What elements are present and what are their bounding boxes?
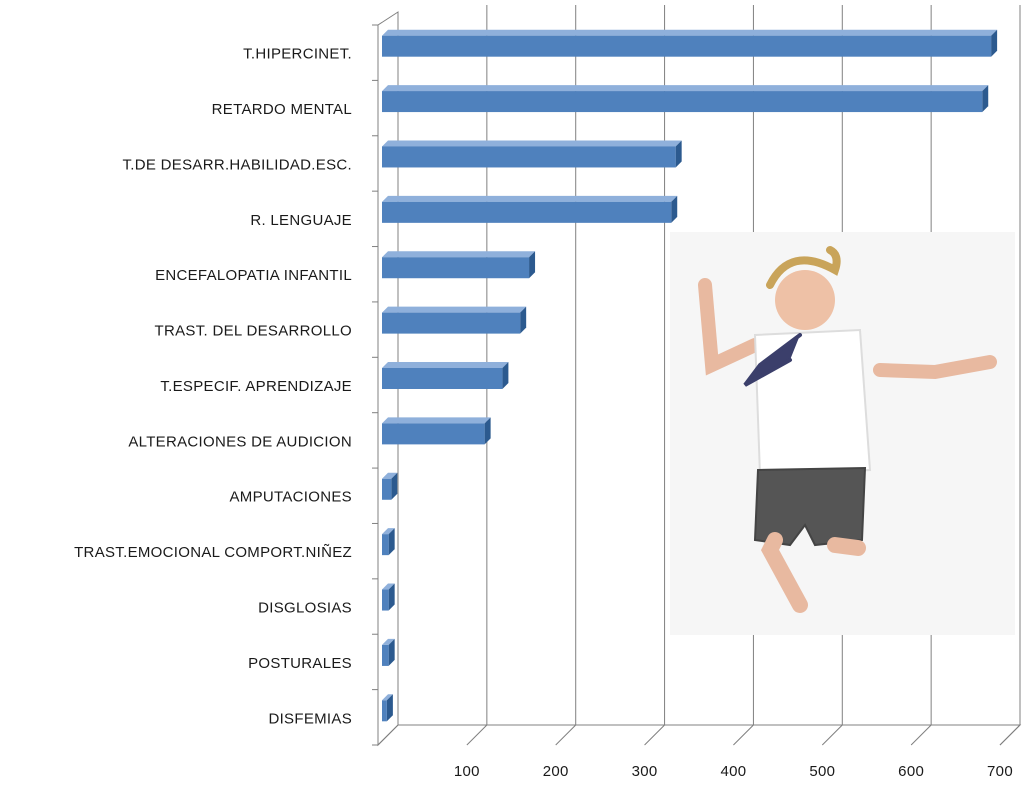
bar-side [502, 362, 509, 389]
bar-top [382, 694, 393, 701]
bar-top [382, 417, 491, 424]
y-tick-label: DISFEMIAS [268, 710, 352, 727]
bar [382, 528, 395, 556]
y-tick-label: ALTERACIONES DE AUDICION [128, 433, 352, 450]
bar [382, 140, 682, 168]
hair [766, 246, 841, 289]
bar [382, 583, 395, 611]
bar [382, 638, 395, 666]
bars [382, 29, 998, 722]
shorts [753, 466, 867, 547]
y-tick-label: TRAST. DEL DESARROLLO [155, 323, 352, 340]
x-tick-label: 400 [720, 763, 746, 780]
y-tick-label: ENCEFALOPATIA INFANTIL [155, 267, 352, 284]
grid-line [466, 5, 488, 746]
x-tick-label: 700 [987, 763, 1013, 780]
y-tick-label: POSTURALES [248, 655, 352, 672]
head [775, 270, 835, 330]
bar-side [991, 29, 998, 57]
bar-side [484, 417, 491, 445]
y-tick-label: DISGLOSIAS [258, 600, 352, 617]
bar-top [382, 362, 509, 368]
bar [382, 29, 998, 57]
photo [670, 232, 1015, 635]
bar-side [388, 638, 395, 666]
bar [382, 417, 491, 445]
x-tick-label: 300 [632, 763, 658, 780]
bar-front [382, 644, 389, 666]
grid-line [555, 5, 577, 746]
y-tick-label: T.ESPECIF. APRENDIZAJE [160, 378, 352, 395]
x-tick-label: 200 [543, 763, 569, 780]
bar-front [382, 368, 503, 389]
bar-side [520, 306, 527, 334]
bar [382, 306, 527, 334]
bar-front [382, 201, 672, 223]
bar [382, 694, 393, 722]
bar-top [382, 472, 398, 479]
tie [743, 333, 802, 387]
x-tick-label: 500 [809, 763, 835, 780]
x-tick-label: 600 [898, 763, 924, 780]
bar-side [386, 694, 393, 722]
bar-top [382, 140, 682, 147]
labels: 100 200 300 400 500 600 700 T.HIPERCINET. RETARD… [74, 46, 1013, 780]
y-tick-label: RETARDO MENTAL [212, 101, 352, 118]
y-tick-label: TRAST.EMOCIONAL COMPORT.NIÑEZ [74, 544, 352, 561]
bar-top [382, 638, 395, 645]
bar [382, 85, 989, 113]
bar-top [382, 251, 536, 258]
bar-front [382, 423, 485, 445]
bar [382, 362, 509, 389]
bar-top [382, 195, 678, 202]
bar-front [382, 312, 521, 334]
bar-side [391, 472, 398, 500]
bar-side [671, 195, 678, 223]
y-tick-label: R. LENGUAJE [250, 212, 352, 229]
bar-top [382, 29, 998, 36]
right-leg [827, 537, 866, 556]
bar-front [382, 700, 387, 722]
y-tick-label: T.DE DESARR.HABILIDAD.ESC. [122, 156, 352, 173]
bar-front [382, 534, 389, 556]
left-leg [760, 532, 808, 613]
bar-front [382, 478, 392, 500]
bar-front [382, 146, 676, 168]
bar [382, 195, 678, 223]
bar-front [382, 91, 983, 113]
bar-front [382, 257, 530, 279]
bar-top [382, 306, 527, 313]
left-arm [698, 278, 762, 376]
bar [382, 472, 398, 500]
bar-top [382, 85, 989, 92]
bar-side [675, 140, 682, 168]
grid [372, 5, 1021, 746]
bar-top [382, 583, 395, 590]
bar-side [529, 251, 536, 279]
y-tick-label: AMPUTACIONES [229, 489, 352, 506]
shirt [753, 328, 872, 477]
child-figure [698, 246, 997, 613]
bar-front [382, 35, 992, 57]
bar-side [982, 85, 989, 113]
bar-front [382, 589, 389, 611]
bar-side [388, 583, 395, 611]
y-tick-label: T.HIPERCINET. [243, 46, 352, 63]
floor [377, 724, 1022, 746]
bar-side [388, 528, 395, 556]
grid-line [644, 5, 666, 746]
right-arm [873, 355, 997, 380]
grid-line [999, 5, 1021, 746]
bar [382, 251, 536, 279]
x-tick-label: 100 [454, 763, 480, 780]
bar-top [382, 528, 395, 535]
